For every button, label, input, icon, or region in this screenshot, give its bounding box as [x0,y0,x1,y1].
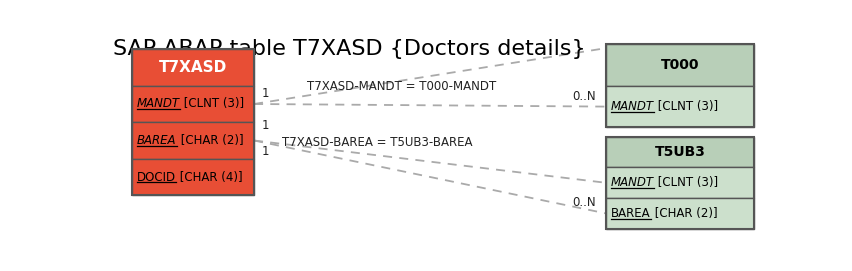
Text: SAP ABAP table T7XASD {Doctors details}: SAP ABAP table T7XASD {Doctors details} [113,39,585,59]
Text: BAREA: BAREA [610,207,650,220]
Bar [131,49,254,86]
Text: [CHAR (4)]: [CHAR (4)] [176,170,243,183]
Bar [131,159,254,195]
Text: [CLNT (3)]: [CLNT (3)] [180,98,244,111]
Text: 1: 1 [262,87,269,100]
Bar [605,44,753,86]
Bar [605,137,753,167]
Text: [CLNT (3)]: [CLNT (3)] [653,176,717,189]
Text: MANDT: MANDT [610,100,653,113]
Text: 1: 1 [262,119,269,132]
Bar [605,167,753,198]
Text: T7XASD-MANDT = T000-MANDT: T7XASD-MANDT = T000-MANDT [307,80,496,93]
Bar [605,137,753,229]
Text: MANDT: MANDT [610,176,653,189]
Text: T7XASD-BAREA = T5UB3-BAREA: T7XASD-BAREA = T5UB3-BAREA [281,136,472,149]
Bar [605,86,753,127]
Bar [605,44,753,127]
Text: [CHAR (2)]: [CHAR (2)] [176,134,243,147]
Bar [131,122,254,159]
Bar [605,198,753,229]
Bar [131,86,254,122]
Text: T5UB3: T5UB3 [653,145,705,159]
Text: MANDT: MANDT [137,98,180,111]
Text: DOCID: DOCID [137,170,176,183]
Bar [131,49,254,195]
Text: T000: T000 [660,58,699,72]
Text: T7XASD: T7XASD [158,60,227,75]
Text: 0..N: 0..N [572,196,595,209]
Text: BAREA: BAREA [137,134,176,147]
Text: [CHAR (2)]: [CHAR (2)] [650,207,717,220]
Text: 1: 1 [262,145,269,158]
Text: 0..N: 0..N [572,90,595,103]
Text: [CLNT (3)]: [CLNT (3)] [653,100,717,113]
